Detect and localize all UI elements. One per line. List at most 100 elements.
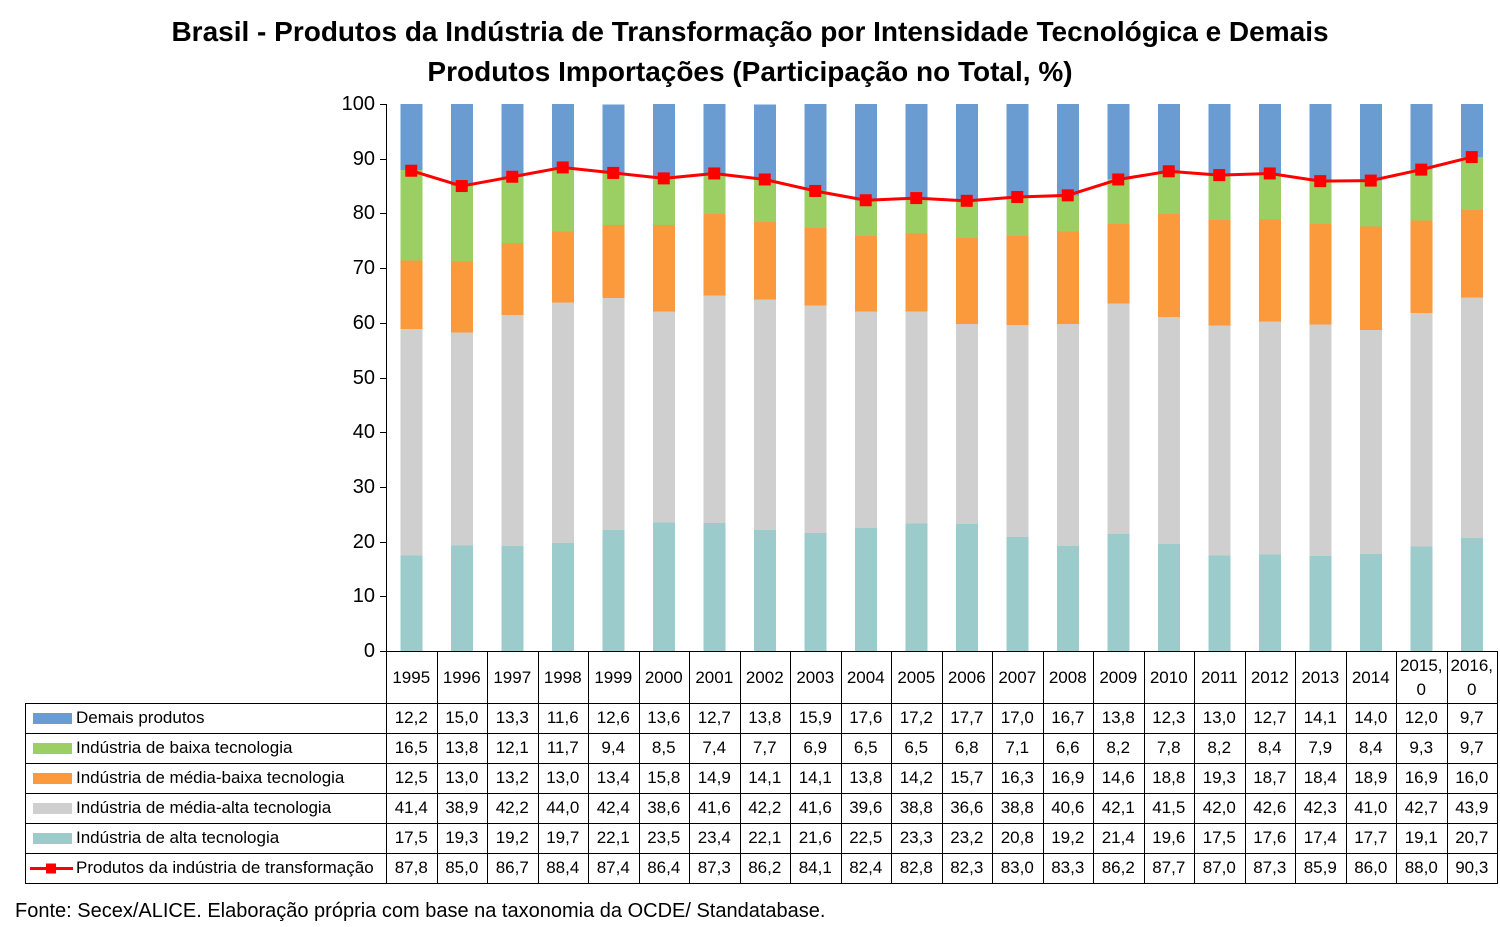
- bar-industria-de-alta-tecnologia: [1258, 554, 1281, 651]
- data-table-value: 12,6: [596, 708, 630, 727]
- bar-industria-de-media-baixa-tecnologia: [1460, 210, 1483, 298]
- data-table-value: 19,7: [546, 828, 580, 847]
- chart-title: Brasil - Produtos da Indústria de Transf…: [171, 16, 1329, 87]
- category-label: 2001: [695, 667, 734, 687]
- data-table-value: 88,4: [546, 858, 580, 877]
- data-table-value: 82,4: [849, 858, 883, 877]
- data-table-value: 12,5: [394, 768, 428, 787]
- bar-industria-de-media-alta-tecnologia: [703, 295, 726, 523]
- legend-label: Indústria de alta tecnologia: [76, 828, 280, 847]
- category-label: 1995: [392, 667, 431, 687]
- bar-industria-de-media-alta-tecnologia: [955, 323, 978, 525]
- category-label: 2014: [1351, 667, 1390, 687]
- data-table-grid: [25, 651, 1498, 884]
- bar-industria-de-media-baixa-tecnologia: [955, 238, 978, 324]
- category-label: 2002: [745, 667, 784, 687]
- data-table-value: 9,7: [1459, 708, 1484, 727]
- bar-industria-de-media-alta-tecnologia: [551, 302, 574, 544]
- legend-label: Produtos da indústria de transformação: [76, 858, 374, 877]
- data-table-value: 42,2: [495, 798, 529, 817]
- bar-industria-de-alta-tecnologia: [1157, 543, 1180, 651]
- bar-industria-de-media-baixa-tecnologia: [905, 233, 928, 312]
- data-table-value: 7,1: [1005, 738, 1030, 757]
- data-table-value: 16,0: [1455, 768, 1489, 787]
- bar-industria-de-media-alta-tecnologia: [753, 299, 776, 531]
- data-table-value: 87,3: [697, 858, 731, 877]
- bar-industria-de-media-baixa-tecnologia: [1258, 219, 1281, 322]
- data-table-value: 7,9: [1308, 738, 1333, 757]
- bar-demais-produtos: [1460, 104, 1483, 158]
- data-table-value: 6,5: [853, 738, 878, 757]
- data-table-value: 13,6: [647, 708, 681, 727]
- bar-industria-de-media-baixa-tecnologia: [1309, 223, 1332, 325]
- bar-industria-de-alta-tecnologia: [1309, 555, 1332, 651]
- bar-demais-produtos: [1006, 104, 1029, 197]
- bar-industria-de-media-alta-tecnologia: [804, 305, 827, 533]
- data-table-value: 19,2: [495, 828, 529, 847]
- bar-industria-de-media-baixa-tecnologia: [1056, 231, 1079, 324]
- category-label: 2010: [1149, 667, 1188, 687]
- bar-demais-produtos: [1309, 104, 1332, 181]
- data-table-value: 12,2: [394, 708, 428, 727]
- y-tick-label: 90: [352, 147, 375, 170]
- y-tick-label: 0: [363, 640, 375, 662]
- category-label: 2000: [644, 667, 683, 687]
- bar-industria-de-alta-tecnologia: [400, 555, 423, 651]
- data-table-value: 85,9: [1303, 858, 1337, 877]
- bar-industria-de-alta-tecnologia: [1107, 533, 1130, 651]
- category-label: 2012: [1250, 667, 1289, 687]
- data-table-value: 12,7: [697, 708, 731, 727]
- data-table-value: 38,8: [899, 798, 933, 817]
- bar-demais-produtos: [753, 104, 776, 181]
- data-table-value: 13,4: [596, 768, 630, 787]
- bar-industria-de-alta-tecnologia: [602, 530, 625, 651]
- category-label: 2006: [947, 667, 986, 687]
- category-label: 2009: [1099, 667, 1138, 687]
- data-table-value: 12,3: [1152, 708, 1186, 727]
- line-series-produtos-da-industria-de-transformacao: [405, 151, 1478, 207]
- category-label: 2016,0: [1450, 655, 1494, 699]
- data-table-value: 86,4: [647, 858, 681, 877]
- data-table-value: 87,4: [596, 858, 630, 877]
- bar-industria-de-alta-tecnologia: [652, 522, 675, 651]
- bar-industria-de-media-alta-tecnologia: [854, 311, 877, 528]
- bar-industria-de-baixa-tecnologia: [1208, 175, 1231, 220]
- bar-industria-de-alta-tecnologia: [1410, 546, 1433, 651]
- bar-industria-de-alta-tecnologia: [804, 532, 827, 651]
- data-table-value: 87,3: [1253, 858, 1287, 877]
- y-tick-label: 30: [352, 475, 375, 498]
- data-table-value: 14,1: [798, 768, 832, 787]
- line-marker: [708, 167, 721, 180]
- bar-industria-de-baixa-tecnologia: [703, 173, 726, 214]
- bar-demais-produtos: [1157, 104, 1180, 172]
- data-table-value: 42,4: [596, 798, 630, 817]
- bar-industria-de-baixa-tecnologia: [1157, 171, 1180, 214]
- bar-industria-de-media-baixa-tecnologia: [450, 261, 473, 333]
- data-table-value: 22,1: [596, 828, 630, 847]
- bar-industria-de-media-baixa-tecnologia: [1157, 213, 1180, 317]
- bar-demais-produtos: [1359, 104, 1382, 181]
- data-table-value: 8,2: [1207, 738, 1232, 757]
- y-tick-label: 60: [352, 311, 375, 334]
- bar-industria-de-media-alta-tecnologia: [1157, 316, 1180, 544]
- y-tick-label: 80: [352, 202, 375, 225]
- data-table-value: 16,9: [1404, 768, 1438, 787]
- bar-industria-de-alta-tecnologia: [1208, 555, 1231, 651]
- data-table-value: 42,1: [1101, 798, 1135, 817]
- data-table-value: 19,2: [1051, 828, 1085, 847]
- y-tick-label: 10: [352, 585, 375, 608]
- data-table-value: 18,4: [1303, 768, 1337, 787]
- bar-industria-de-baixa-tecnologia: [955, 200, 978, 239]
- category-label: 1999: [594, 667, 633, 687]
- category-label: 1996: [442, 667, 481, 687]
- line-marker: [910, 192, 923, 205]
- data-table-value: 13,2: [495, 768, 529, 787]
- bar-industria-de-alta-tecnologia: [1056, 545, 1079, 651]
- category-label: 2003: [796, 667, 835, 687]
- data-table-value: 21,4: [1101, 828, 1135, 847]
- legend-key-swatch: [33, 803, 72, 814]
- bar-industria-de-media-alta-tecnologia: [1107, 303, 1130, 534]
- bar-demais-produtos: [602, 104, 625, 174]
- data-table-value: 12,7: [1253, 708, 1287, 727]
- data-table-value: 41,6: [697, 798, 731, 817]
